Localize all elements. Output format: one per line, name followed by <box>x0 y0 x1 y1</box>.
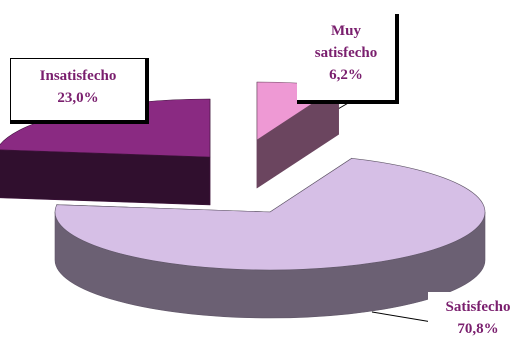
label-muy-satisfecho: Muy satisfecho 6,2% <box>297 14 399 104</box>
label-satisfecho-name: Satisfecho <box>445 299 511 315</box>
label-insatisfecho-name: Insatisfecho <box>39 68 117 84</box>
leader-line-satisfecho <box>371 311 433 323</box>
pie-slice-insatisfecho-wall-start <box>0 149 211 206</box>
label-satisfecho: Satisfecho 70,8% <box>428 292 528 351</box>
label-muy-satisfecho-value: 6,2% <box>329 67 363 83</box>
pie-slice-insatisfecho <box>0 98 211 206</box>
pie-slice-satisfecho <box>54 157 486 319</box>
label-muy-satisfecho-name-line2: satisfecho <box>314 45 378 61</box>
label-insatisfecho-value: 23,0% <box>57 90 99 106</box>
label-insatisfecho: Insatisfecho 23,0% <box>10 58 149 124</box>
label-muy-satisfecho-name-line1: Muy <box>331 23 361 39</box>
pie-slice-satisfecho-top <box>54 158 486 271</box>
label-satisfecho-value: 70,8% <box>457 321 499 337</box>
